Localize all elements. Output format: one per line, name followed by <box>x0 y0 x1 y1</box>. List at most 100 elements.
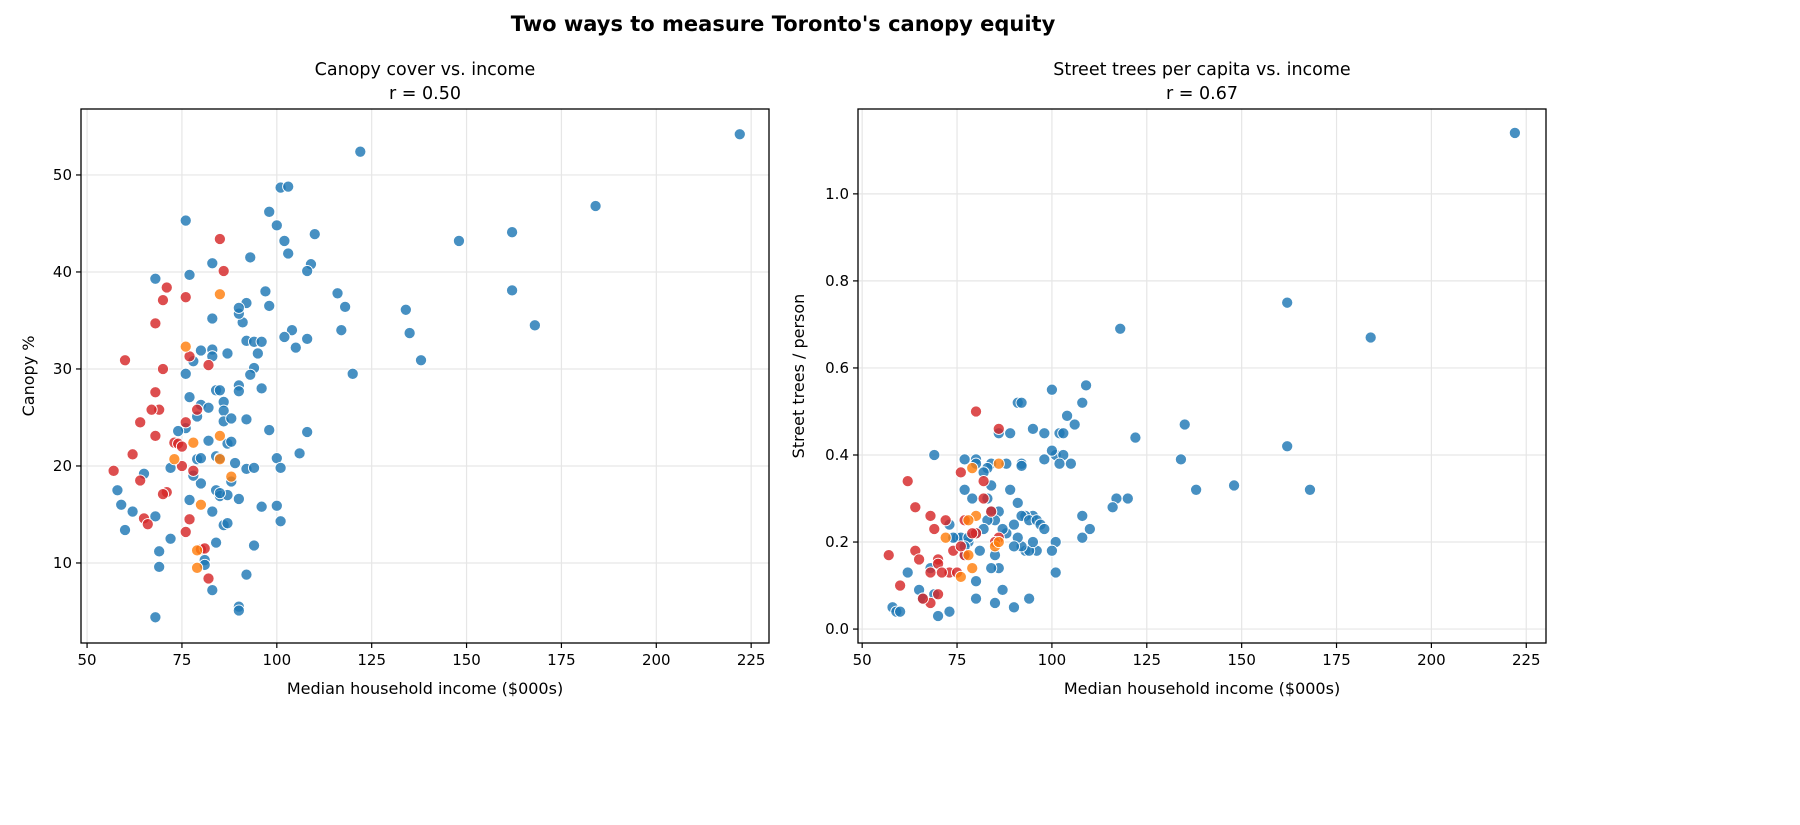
data-point-blue <box>1121 492 1134 505</box>
right-chart: Street trees per capita vs. income r = 0… <box>789 60 1547 698</box>
data-point-orange <box>966 562 979 575</box>
data-point-orange <box>168 453 181 466</box>
data-point-blue <box>1053 457 1066 470</box>
data-point-orange <box>966 461 979 475</box>
data-point-blue <box>179 367 192 380</box>
data-point-orange <box>225 470 238 483</box>
data-point-blue <box>274 515 287 528</box>
data-point-blue <box>1064 457 1077 470</box>
data-point-orange <box>992 457 1005 470</box>
data-point-orange <box>213 288 226 301</box>
data-point-blue <box>232 301 245 314</box>
data-point-orange <box>187 436 200 449</box>
data-point-blue <box>149 272 162 285</box>
data-point-blue <box>251 347 264 360</box>
data-point-red <box>145 403 158 416</box>
y-tick-label: 20 <box>53 457 72 475</box>
data-point-orange <box>191 544 204 557</box>
data-point-red <box>118 354 132 367</box>
y-tick-label: 0.0 <box>825 620 849 638</box>
data-point-blue <box>278 330 291 344</box>
data-point-red <box>217 264 230 278</box>
y-tick-label: 0.4 <box>825 446 849 464</box>
x-tick-label: 175 <box>547 651 576 669</box>
y-tick-label: 40 <box>53 263 72 281</box>
data-point-red <box>175 459 188 473</box>
data-point-blue <box>270 219 283 232</box>
data-point-blue <box>179 214 192 227</box>
data-point-red <box>985 505 998 518</box>
data-point-red <box>134 416 147 429</box>
data-point-blue <box>985 562 998 575</box>
data-point-blue <box>1083 522 1096 536</box>
x-tick-label: 75 <box>172 651 191 669</box>
data-point-blue <box>282 180 295 193</box>
data-point-red <box>202 572 215 585</box>
data-point-blue <box>901 566 914 579</box>
x-tick-label: 125 <box>1132 651 1161 669</box>
data-point-blue <box>1004 483 1017 496</box>
data-point-blue <box>1174 453 1187 466</box>
data-point-red <box>160 281 173 294</box>
data-point-red <box>913 553 926 566</box>
data-point-red <box>969 405 983 418</box>
x-tick-label: 200 <box>642 651 671 669</box>
axes-frame <box>80 108 770 644</box>
data-point-blue <box>414 354 428 367</box>
data-point-blue <box>506 284 519 297</box>
data-point-red <box>149 429 162 442</box>
data-point-red <box>107 464 120 477</box>
data-point-red <box>977 492 990 505</box>
data-point-blue <box>206 257 219 270</box>
data-point-orange <box>213 429 226 442</box>
data-point-blue <box>1068 418 1081 431</box>
x-tick-label: 100 <box>262 651 291 669</box>
data-point-blue <box>1038 427 1051 440</box>
data-point-blue <box>244 251 257 264</box>
data-point-blue <box>969 575 983 588</box>
data-point-blue <box>1281 296 1294 309</box>
x-tick-label: 50 <box>78 651 97 669</box>
y-tick-label: 50 <box>53 166 72 184</box>
data-point-blue <box>247 539 261 552</box>
data-point-red <box>134 474 147 487</box>
data-point-blue <box>969 592 983 605</box>
data-point-blue <box>399 303 412 316</box>
data-point-blue <box>221 517 234 530</box>
data-point-blue <box>118 523 132 537</box>
data-point-blue <box>1011 496 1024 509</box>
data-point-blue <box>183 493 196 506</box>
data-point-blue <box>528 319 541 332</box>
data-point-orange <box>194 498 207 511</box>
data-point-blue <box>928 448 941 462</box>
y-tick-label: 0.8 <box>825 272 849 290</box>
data-point-blue <box>733 128 746 141</box>
data-point-red <box>149 317 162 330</box>
data-point-orange <box>179 340 192 353</box>
data-point-blue <box>894 605 907 618</box>
data-point-red <box>916 592 929 605</box>
data-point-blue <box>202 434 215 447</box>
data-point-blue <box>1038 522 1051 536</box>
data-point-blue <box>1076 531 1089 544</box>
data-point-blue <box>1076 509 1089 522</box>
data-point-blue <box>149 611 162 624</box>
y-tick-label: 30 <box>53 360 72 378</box>
data-point-blue <box>1015 459 1028 472</box>
data-point-red <box>935 566 948 579</box>
x-tick-label: 150 <box>1227 651 1256 669</box>
data-point-blue <box>1129 431 1142 444</box>
data-point-blue <box>232 492 245 506</box>
data-point-blue <box>1057 427 1070 440</box>
data-point-blue <box>149 510 162 523</box>
x-tick-label: 75 <box>947 651 966 669</box>
right-chart-title: Street trees per capita vs. income <box>1053 60 1350 80</box>
data-point-blue <box>1045 444 1058 457</box>
x-tick-label: 50 <box>853 651 872 669</box>
data-point-red <box>924 566 937 579</box>
data-point-blue <box>111 484 124 497</box>
right-chart-subtitle: r = 0.67 <box>1166 84 1238 104</box>
left-plot-area: 50 75 100 125 150 175 200 225 10 20 30 40 50 <box>53 108 770 669</box>
data-point-red <box>928 522 941 536</box>
data-point-blue <box>988 596 1002 610</box>
